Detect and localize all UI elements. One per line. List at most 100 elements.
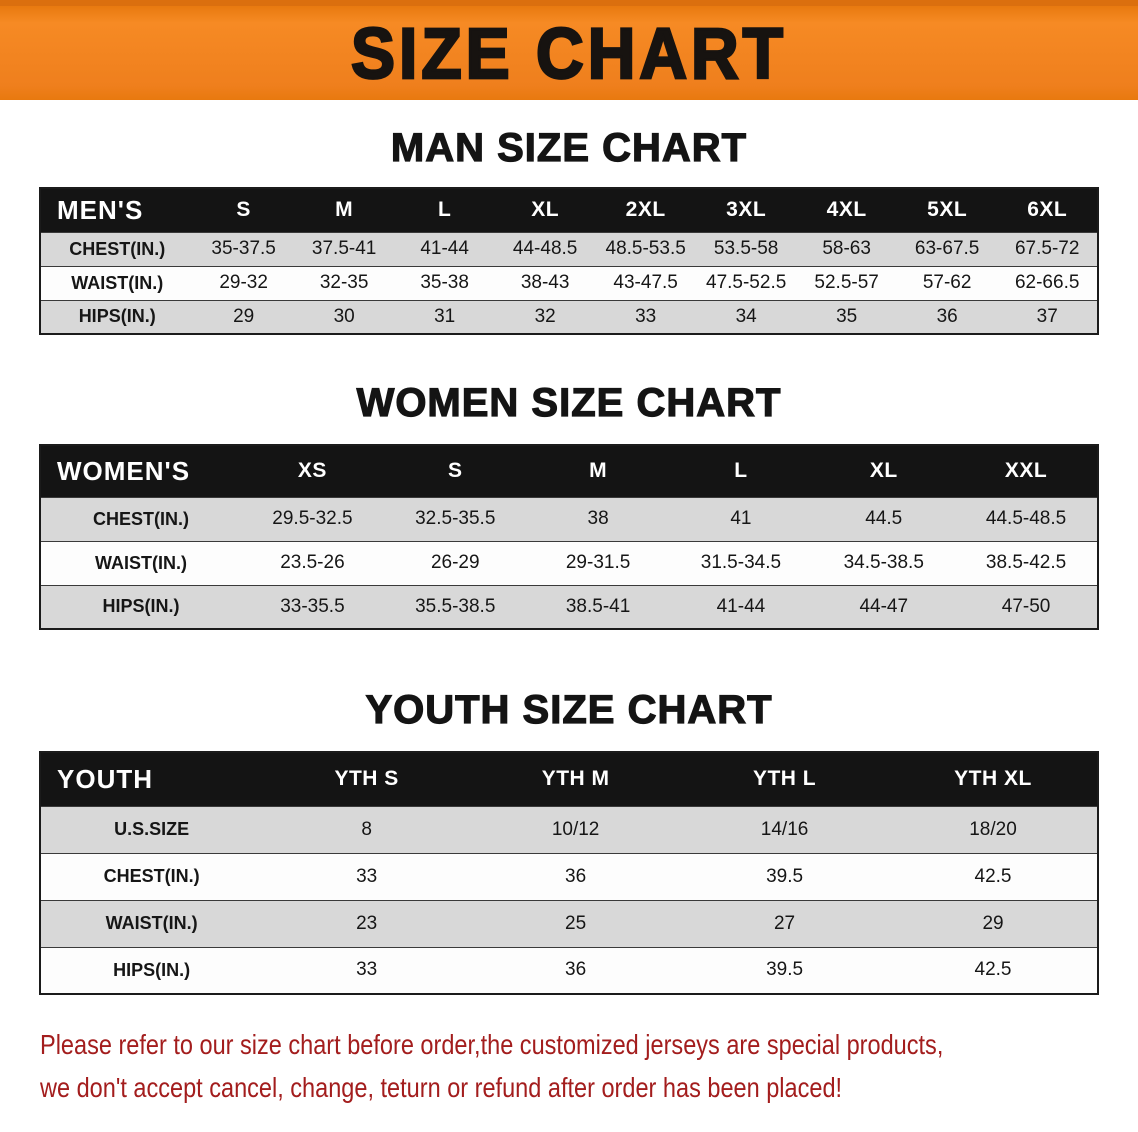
- men-size-column-header: S: [236, 198, 251, 222]
- measure-value: 48.5-53.5: [605, 238, 686, 259]
- men-size-column-header: 5XL: [927, 198, 968, 222]
- measure-value: 31: [434, 305, 456, 327]
- measure-value: 23: [356, 912, 378, 934]
- measure-value: 32.5-35.5: [415, 508, 496, 529]
- measure-value: 29.5-32.5: [272, 508, 353, 529]
- men-measure-row: HIPS(IN.) 29 30 31 32 33 34 35 36 37: [40, 300, 1098, 334]
- men-group-label: MEN'S: [57, 194, 144, 225]
- youth-size-column-header: YTH XL: [954, 767, 1032, 791]
- measure-value: 32-35: [319, 272, 369, 293]
- measure-value: 67.5-72: [1014, 238, 1080, 259]
- measure-value: 47.5-52.5: [706, 272, 787, 293]
- page-title: SIZE CHART: [350, 12, 787, 95]
- women-section-heading: WOMEN SIZE CHART: [356, 380, 782, 425]
- measure-value: 47-50: [1001, 595, 1051, 617]
- measure-value: 36: [936, 305, 958, 327]
- measure-value: 34.5-38.5: [843, 552, 924, 573]
- men-size-column-header: L: [437, 198, 452, 222]
- measure-value: 29: [982, 912, 1004, 934]
- measure-value: 37: [1036, 305, 1058, 327]
- youth-size-section: YOUTH SIZE CHART YOUTH YTH S YTH M YTH L YTH …: [39, 687, 1099, 995]
- measure-value: 38.5-42.5: [985, 552, 1067, 573]
- measure-label: CHEST(IN.): [93, 508, 189, 529]
- measure-value: 29: [233, 305, 255, 327]
- measure-value: 29-32: [219, 272, 268, 293]
- measure-value: 42.5: [974, 959, 1012, 981]
- measure-label: WAIST(IN.): [71, 272, 164, 293]
- measure-value: 41-44: [420, 238, 469, 259]
- measure-value: 29-31.5: [565, 552, 631, 573]
- measure-value: 25: [565, 912, 587, 934]
- women-size-column-header: S: [448, 459, 463, 483]
- measure-value: 42.5: [974, 865, 1012, 887]
- youth-measure-row: WAIST(IN.) 23 25 27 29: [40, 900, 1098, 947]
- measure-value: 33-35.5: [280, 595, 345, 617]
- measure-value: 35-37.5: [211, 238, 276, 259]
- banner: SIZE CHART: [0, 0, 1138, 100]
- measure-value: 33: [635, 305, 657, 327]
- notice-line-2: we don't accept cancel, change, teturn o…: [40, 1072, 843, 1104]
- women-measure-row: HIPS(IN.) 33-35.5 35.5-38.5 38.5-41 41-44 44-…: [40, 585, 1098, 629]
- measure-value: 41: [730, 508, 752, 529]
- women-header-row: WOMEN'S XS S M L XL XXL: [40, 445, 1098, 497]
- men-size-column-header: 4XL: [826, 198, 867, 222]
- measure-label: WAIST(IN.): [105, 913, 198, 933]
- measure-label: U.S.SIZE: [114, 819, 190, 839]
- measure-value: 23.5-26: [280, 552, 345, 573]
- measure-value: 39.5: [766, 959, 804, 981]
- measure-value: 10/12: [551, 818, 600, 840]
- women-group-label: WOMEN'S: [57, 455, 191, 486]
- measure-value: 31.5-34.5: [700, 552, 782, 573]
- men-size-section: MAN SIZE CHART MEN'S S M L XL 2XL 3XL 4XL 5XL 6XL C…: [39, 125, 1099, 335]
- women-size-column-header: L: [734, 459, 748, 483]
- measure-value: 14/16: [760, 818, 809, 840]
- measure-value: 35-38: [420, 272, 469, 293]
- measure-value: 44.5-48.5: [985, 508, 1067, 529]
- notice-line-1: Please refer to our size chart before or…: [40, 1029, 944, 1060]
- measure-value: 30: [333, 305, 355, 327]
- women-measure-row: CHEST(IN.) 29.5-32.5 32.5-35.5 38 41 44.5 44.5…: [40, 497, 1098, 541]
- men-measure-row: WAIST(IN.) 29-32 32-35 35-38 38-43 43-47.5 47.…: [40, 266, 1098, 300]
- measure-value: 38: [587, 508, 609, 529]
- youth-header-row: YOUTH YTH S YTH M YTH L YTH XL: [40, 752, 1098, 806]
- women-size-column-header: M: [589, 459, 608, 483]
- measure-value: 62-66.5: [1014, 272, 1080, 293]
- measure-value: 35.5-38.5: [415, 595, 496, 617]
- measure-value: 26-29: [430, 552, 480, 573]
- women-size-table: WOMEN'S XS S M L XL XXL CHEST(IN.) 29.5-32.5 32.5…: [39, 444, 1099, 630]
- measure-label: HIPS(IN.): [102, 596, 180, 617]
- measure-value: 33: [356, 865, 378, 887]
- measure-label: HIPS(IN.): [78, 306, 156, 327]
- men-size-column-header: XL: [531, 198, 560, 222]
- measure-label: HIPS(IN.): [113, 959, 191, 980]
- measure-value: 8: [361, 818, 372, 840]
- measure-value: 39.5: [766, 865, 804, 887]
- women-size-column-header: XS: [297, 459, 327, 483]
- measure-value: 58-63: [822, 238, 871, 259]
- measure-value: 27: [773, 912, 796, 934]
- measure-value: 36: [565, 865, 587, 887]
- measure-value: 44-48.5: [512, 238, 578, 259]
- measure-label: WAIST(IN.): [95, 552, 187, 573]
- men-size-column-header: 2XL: [625, 198, 666, 222]
- measure-value: 38-43: [520, 272, 570, 293]
- youth-measure-row: HIPS(IN.) 33 36 39.5 42.5: [40, 947, 1098, 994]
- measure-value: 36: [565, 959, 587, 981]
- youth-section-heading: YOUTH SIZE CHART: [365, 687, 773, 732]
- measure-label: CHEST(IN.): [69, 238, 166, 259]
- men-header-row: MEN'S S M L XL 2XL 3XL 4XL 5XL 6XL: [40, 188, 1098, 232]
- measure-value: 35: [836, 305, 858, 327]
- men-size-column-header: M: [335, 198, 354, 222]
- women-size-column-header: XXL: [1004, 459, 1048, 483]
- men-measure-row: CHEST(IN.) 35-37.5 37.5-41 41-44 44-48.5 48.5…: [40, 232, 1098, 266]
- footer-notice: Please refer to our size chart before or…: [0, 995, 1138, 1110]
- measure-value: 33: [356, 959, 378, 981]
- youth-measure-row: U.S.SIZE 8 10/12 14/16 18/20: [40, 806, 1098, 853]
- women-size-column-header: XL: [869, 459, 898, 483]
- youth-size-column-header: YTH S: [334, 767, 399, 791]
- measure-value: 41-44: [716, 595, 766, 617]
- measure-label: CHEST(IN.): [103, 866, 200, 886]
- measure-value: 32: [534, 305, 556, 327]
- youth-measure-row: CHEST(IN.) 33 36 39.5 42.5: [40, 853, 1098, 900]
